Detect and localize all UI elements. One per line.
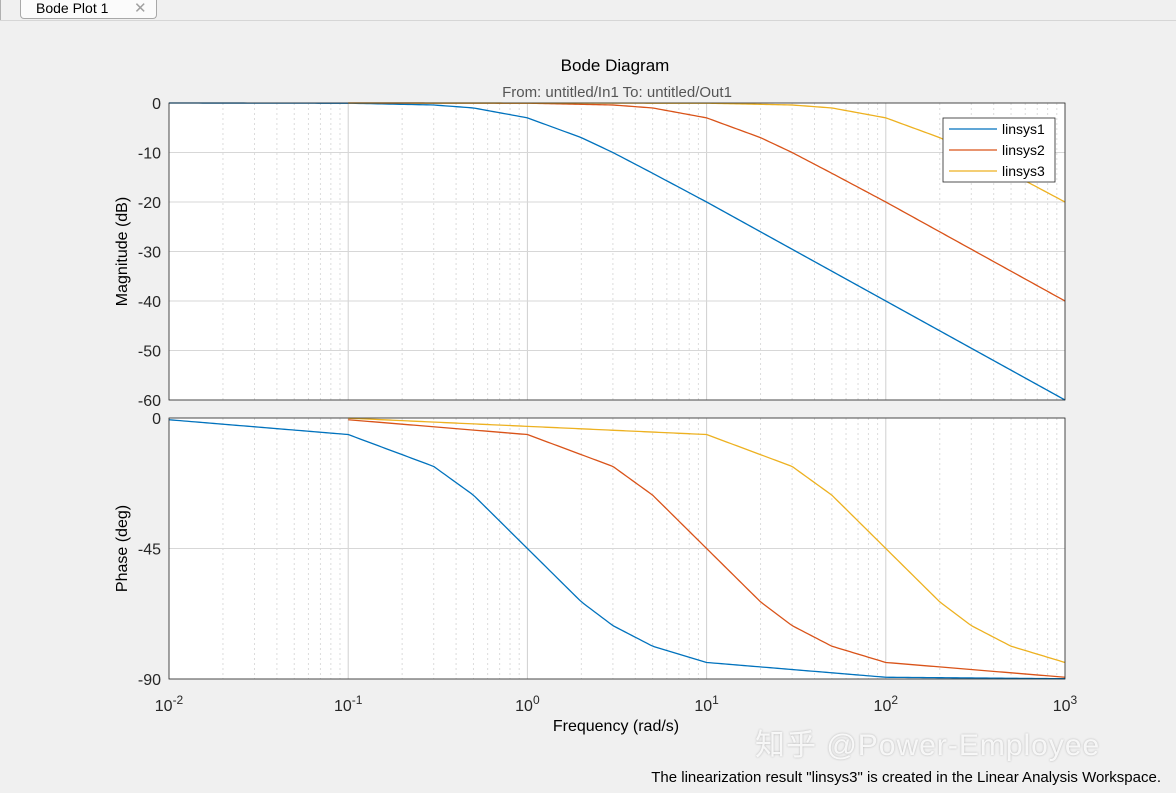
magnitude-axes-box [168, 102, 1066, 401]
phase-axis-label: Phase (deg) [114, 505, 131, 592]
x-tick-label: 101 [694, 693, 719, 715]
magnitude-y-tick-label: -30 [138, 245, 161, 262]
magnitude-y-tick-label: -40 [138, 294, 161, 311]
phase-line-linsys2 [348, 419, 1066, 678]
magnitude-y-tick-label: -20 [138, 195, 161, 212]
close-icon[interactable]: ✕ [134, 0, 147, 17]
bode-diagram: 0 -10 -20 -30 -40 -50 -60 Magnitude (dB) 0 -45 -90… [114, 56, 1078, 735]
legend-label-linsys2: linsys2 [1002, 142, 1045, 158]
magnitude-axis-label: Magnitude (dB) [114, 197, 131, 306]
x-tick-label: 103 [1053, 693, 1078, 715]
phase-y-tick-label: 0 [152, 411, 161, 428]
x-tick-label: 102 [874, 693, 899, 715]
tab-bar-edge [0, 0, 1, 20]
x-axis-label: Frequency (rad/s) [553, 718, 679, 735]
phase-line-linsys1 [168, 419, 1066, 680]
magnitude-y-tick-label: -60 [138, 393, 161, 410]
phase-y-tick-label: -45 [138, 542, 161, 559]
magnitude-y-tick-label: 0 [152, 96, 161, 113]
watermark: 知乎 @Power-Employee [755, 729, 1101, 762]
legend-label-linsys1: linsys1 [1002, 121, 1045, 137]
magnitude-y-tick-label: -10 [138, 146, 161, 163]
x-tick-label: 100 [515, 693, 540, 715]
phase-y-tick-label: -90 [138, 672, 161, 689]
legend-label-linsys3: linsys3 [1002, 163, 1045, 179]
status-message: The linearization result "linsys3" is cr… [651, 769, 1161, 786]
chart-title: Bode Diagram [561, 56, 670, 75]
figure-area: 0 -10 -20 -30 -40 -50 -60 Magnitude (dB) 0 -45 -90… [0, 20, 1176, 792]
tab-bar: Bode Plot 1 ✕ [0, 0, 1176, 20]
magnitude-y-tick-label: -50 [138, 344, 161, 361]
x-tick-label: 10-2 [155, 693, 184, 715]
tab-label: Bode Plot 1 [36, 0, 109, 16]
chart-subtitle: From: untitled/In1 To: untitled/Out1 [502, 84, 732, 101]
x-tick-label: 10-1 [334, 693, 363, 715]
phase-axes-box [168, 417, 1066, 680]
phase-line-linsys3 [348, 417, 1066, 664]
tab-bode-plot-1[interactable]: Bode Plot 1 ✕ [20, 0, 157, 19]
